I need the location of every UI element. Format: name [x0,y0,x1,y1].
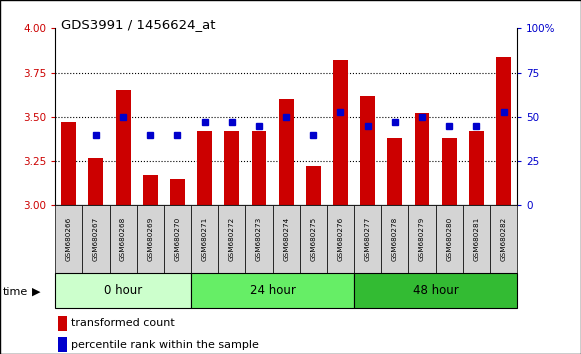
Text: transformed count: transformed count [71,318,175,329]
Bar [252,131,267,205]
Bar [83,205,110,273]
Text: GSM680275: GSM680275 [310,217,316,261]
Bar [164,205,191,273]
Text: GSM680267: GSM680267 [93,217,99,261]
Text: GSM680273: GSM680273 [256,217,262,261]
Text: time: time [3,287,28,297]
Text: GSM680277: GSM680277 [365,217,371,261]
Text: 0 hour: 0 hour [104,284,142,297]
Bar [327,205,354,273]
Text: 24 hour: 24 hour [250,284,296,297]
Bar [360,96,375,205]
Bar [245,205,272,273]
Bar [191,273,354,308]
Bar [137,205,164,273]
Text: 48 hour: 48 hour [413,284,458,297]
Bar [59,316,66,331]
Bar [224,131,239,205]
Bar [333,60,348,205]
Text: GSM680274: GSM680274 [283,217,289,261]
Bar [88,158,103,205]
Text: GSM680266: GSM680266 [66,217,72,261]
Bar [300,205,327,273]
Bar [469,131,484,205]
Text: GSM680269: GSM680269 [148,217,153,261]
Bar [388,138,402,205]
Text: GSM680281: GSM680281 [474,217,479,261]
Bar [55,273,191,308]
Bar [170,179,185,205]
Bar [442,138,457,205]
Bar [436,205,462,273]
Text: GSM680279: GSM680279 [419,217,425,261]
Bar [496,57,511,205]
Text: GSM680272: GSM680272 [229,217,235,261]
Bar [490,205,517,273]
Text: GSM680276: GSM680276 [338,217,343,261]
Bar [462,205,490,273]
Text: GSM680270: GSM680270 [174,217,181,261]
Text: GSM680280: GSM680280 [446,217,452,261]
Bar [279,99,293,205]
Bar [59,337,66,352]
Bar [110,205,137,273]
Text: GSM680278: GSM680278 [392,217,398,261]
Bar [354,205,381,273]
Text: GSM680282: GSM680282 [500,217,507,261]
Text: GSM680271: GSM680271 [202,217,207,261]
Bar [408,205,436,273]
Bar [272,205,300,273]
Bar [218,205,245,273]
Bar [197,131,212,205]
Bar [306,166,321,205]
Text: GDS3991 / 1456624_at: GDS3991 / 1456624_at [61,18,216,31]
Bar [381,205,408,273]
Text: GSM680268: GSM680268 [120,217,126,261]
Bar [414,113,429,205]
Bar [354,273,517,308]
Bar [116,90,131,205]
Bar [62,122,76,205]
Text: percentile rank within the sample: percentile rank within the sample [71,339,259,350]
Text: ▶: ▶ [32,287,41,297]
Bar [143,175,158,205]
Bar [191,205,218,273]
Bar [55,205,83,273]
